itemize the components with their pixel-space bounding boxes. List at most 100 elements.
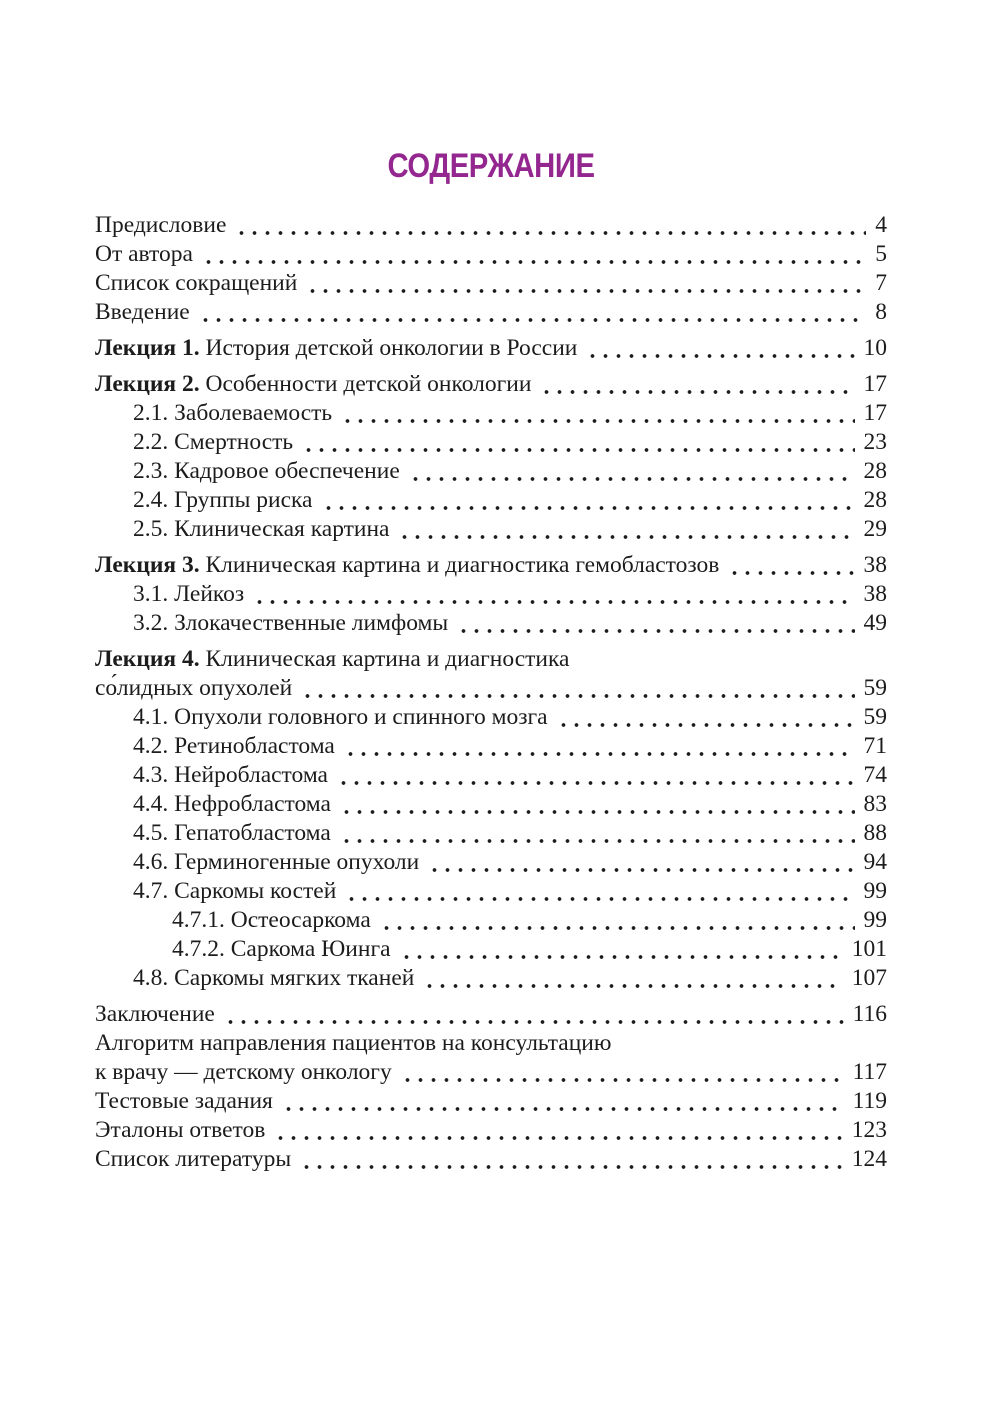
toc-entry-text: Введение: [95, 299, 190, 325]
toc-entry-text: От автора: [95, 241, 193, 267]
toc-entry-page-number: 23: [863, 429, 888, 455]
toc-entry: 4.7.2. Саркома Юинга 101: [95, 935, 887, 964]
dot-leader: [319, 486, 855, 515]
toc-entry-label: Эталоны ответов: [95, 1116, 265, 1145]
toc-entry-label: Лекция 3. Клиническая картина и диагност…: [95, 551, 719, 580]
toc-entry-label: 4.7.1. Остеосаркома: [172, 906, 371, 935]
toc-entry-label: 4.6. Герминогенные опухоли: [133, 848, 419, 877]
toc-entry-page-number: 17: [863, 371, 888, 397]
toc-entry: Предисловие 4: [95, 211, 887, 240]
dot-leader: [726, 551, 855, 580]
toc-entry: Лекция 4. Клиническая картина и диагност…: [95, 645, 887, 674]
dot-leader: [221, 1000, 844, 1029]
toc-entry: со́лидных опухолей 59: [95, 674, 887, 703]
toc-entry-text: Эталоны ответов: [95, 1117, 266, 1143]
toc-entry-label: 4.2. Ретинобластома: [133, 732, 335, 761]
toc-entry-label: Предисловие: [95, 211, 226, 240]
toc-entry-page-number: 49: [863, 610, 888, 636]
toc-entry: 2.5. Клиническая картина 29: [95, 515, 887, 544]
toc-entry: 4.6. Герминогенные опухоли 94: [95, 848, 887, 877]
toc-entry-text: Клиническая картина и диагностика гемобл…: [199, 552, 720, 578]
toc-entry: 3.2. Злокачественные лимфомы 49: [95, 609, 887, 638]
toc-entry-page-number: 117: [852, 1059, 887, 1085]
dot-leader: [339, 399, 855, 428]
toc-entry-label: 2.3. Кадровое обеспечение: [133, 457, 400, 486]
toc-entry-label: 4.8. Саркомы мягких тканей: [133, 964, 414, 993]
toc-entry: 2.3. Кадровое обеспечение 28: [95, 457, 887, 486]
dot-leader: [272, 1116, 843, 1145]
toc-entry-text: Клиническая картина и диагностика: [199, 646, 570, 672]
dot-leader: [343, 877, 855, 906]
toc-entry: Список сокращений 7: [95, 269, 887, 298]
toc-entry-label: Введение: [95, 298, 190, 327]
toc-entry-page-number: 7: [875, 270, 887, 296]
toc-entry-text: История детской онкологии в России: [199, 335, 578, 361]
toc-entry: 4.1. Опухоли головного и спинного мозга …: [95, 703, 887, 732]
toc-entry-text: 4.7. Саркомы костей: [133, 878, 337, 904]
toc-entry-label: Список сокращений: [95, 269, 297, 298]
page-title: СОДЕРЖАНИЕ: [387, 147, 595, 185]
toc-entry-page-number: 101: [851, 936, 887, 962]
toc-entry: 4.4. Нефробластома 83: [95, 790, 887, 819]
dot-leader: [196, 298, 867, 327]
toc-entry-text: 3.1. Лейкоз: [133, 581, 245, 607]
toc-entry-label: 4.4. Нефробластома: [133, 790, 331, 819]
toc-entry: Лекция 3. Клиническая картина и диагност…: [95, 551, 887, 580]
toc-entry-label: Лекция 2. Особенности детской онкологии: [95, 370, 531, 399]
toc-entry-label: 4.1. Опухоли головного и спинного мозга: [133, 703, 548, 732]
toc-entry-label: 3.1. Лейкоз: [133, 580, 244, 609]
toc-entry-text: 2.3. Кадровое обеспечение: [133, 458, 400, 484]
toc-entry-text: Список литературы: [95, 1146, 292, 1172]
toc-entry: 2.4. Группы риска 28: [95, 486, 887, 515]
toc-entry-label: 4.3. Нейробластома: [133, 761, 328, 790]
toc-entry-label: Лекция 4. Клиническая картина и диагност…: [95, 645, 569, 674]
toc-entry-lecture-number: Лекция 3.: [95, 552, 200, 578]
dot-leader: [421, 964, 843, 993]
toc-entry-text: 4.6. Герминогенные опухоли: [133, 849, 420, 875]
toc-entry-text: 4.1. Опухоли головного и спинного мозга: [133, 704, 548, 730]
toc-entry-text: со́лидных опухолей: [95, 675, 293, 701]
toc-entry-text: Алгоритм направления пациентов на консул…: [95, 1030, 612, 1056]
toc-entry-label: Заключение: [95, 1000, 215, 1029]
toc-entry: От автора 5: [95, 240, 887, 269]
toc-entry-label: 4.7.2. Саркома Юинга: [172, 935, 391, 964]
toc-entry-label: Алгоритм направления пациентов на консул…: [95, 1029, 611, 1058]
toc-entry-label: 3.2. Злокачественные лимфомы: [133, 609, 448, 638]
dot-leader: [233, 211, 867, 240]
dot-leader: [337, 819, 855, 848]
dot-leader: [396, 515, 855, 544]
dot-leader: [398, 1058, 844, 1087]
toc-entry-text: 4.7.2. Саркома Юинга: [172, 936, 391, 962]
toc-entry-page-number: 17: [863, 400, 888, 426]
toc-entry-page-number: 10: [863, 335, 888, 361]
toc-entry-text: 4.7.1. Остеосаркома: [172, 907, 371, 933]
dot-leader: [337, 790, 855, 819]
dot-leader: [334, 761, 855, 790]
toc-entry: 2.2. Смертность 23: [95, 428, 887, 457]
toc-entry-text: 2.5. Клиническая картина: [133, 516, 390, 542]
toc-entry: к врачу — детскому онкологу 117: [95, 1058, 887, 1087]
toc-entry: 4.3. Нейробластома 74: [95, 761, 887, 790]
toc-entry-page-number: 28: [863, 487, 888, 513]
toc-entry-page-number: 8: [875, 299, 887, 325]
toc-entry-text: 3.2. Злокачественные лимфомы: [133, 610, 449, 636]
dot-leader: [251, 580, 855, 609]
toc-entry-label: 2.4. Группы риска: [133, 486, 313, 515]
toc-entry-text: 4.4. Нефробластома: [133, 791, 331, 817]
toc-entry-text: Особенности детской онкологии: [199, 371, 532, 397]
toc-entry-page-number: 116: [852, 1001, 887, 1027]
toc-entry-page-number: 28: [863, 458, 888, 484]
toc-entry-text: 4.8. Саркомы мягких тканей: [133, 965, 415, 991]
toc-entry-page-number: 99: [863, 907, 888, 933]
toc-entry: 3.1. Лейкоз 38: [95, 580, 887, 609]
toc-entry-text: 4.2. Ретинобластома: [133, 733, 335, 759]
toc-entry-label: 2.1. Заболеваемость: [133, 399, 332, 428]
toc-entry-text: Предисловие: [95, 212, 227, 238]
toc-entry-text: 4.5. Гепатобластома: [133, 820, 331, 846]
dot-leader: [397, 935, 843, 964]
toc-entry: Тестовые задания 119: [95, 1087, 887, 1116]
toc-entry-text: 2.1. Заболеваемость: [133, 400, 333, 426]
toc-entry-text: 4.3. Нейробластома: [133, 762, 328, 788]
toc-entry-label: Лекция 1. История детской онкологии в Ро…: [95, 334, 577, 363]
toc-entry: 4.7. Саркомы костей 99: [95, 877, 887, 906]
